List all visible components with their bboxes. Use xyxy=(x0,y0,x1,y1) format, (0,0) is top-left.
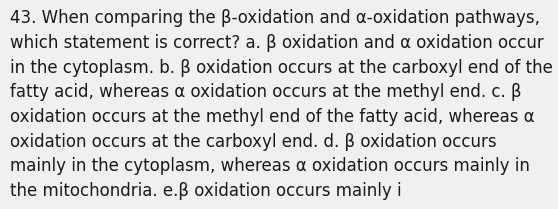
Text: fatty acid, whereas α oxidation occurs at the methyl end. c. β: fatty acid, whereas α oxidation occurs a… xyxy=(10,83,522,101)
Text: oxidation occurs at the carboxyl end. d. β oxidation occurs: oxidation occurs at the carboxyl end. d.… xyxy=(10,133,497,151)
Text: mainly in the cytoplasm, whereas α oxidation occurs mainly in: mainly in the cytoplasm, whereas α oxida… xyxy=(10,157,530,175)
Text: which statement is correct? a. β oxidation and α oxidation occur: which statement is correct? a. β oxidati… xyxy=(10,34,544,52)
Text: the mitochondria. e.β oxidation occurs mainly i: the mitochondria. e.β oxidation occurs m… xyxy=(10,182,402,200)
Text: in the cytoplasm. b. β oxidation occurs at the carboxyl end of the: in the cytoplasm. b. β oxidation occurs … xyxy=(10,59,553,77)
Text: 43. When comparing the β-oxidation and α-oxidation pathways,: 43. When comparing the β-oxidation and α… xyxy=(10,9,540,27)
Text: oxidation occurs at the methyl end of the fatty acid, whereas α: oxidation occurs at the methyl end of th… xyxy=(10,108,535,126)
